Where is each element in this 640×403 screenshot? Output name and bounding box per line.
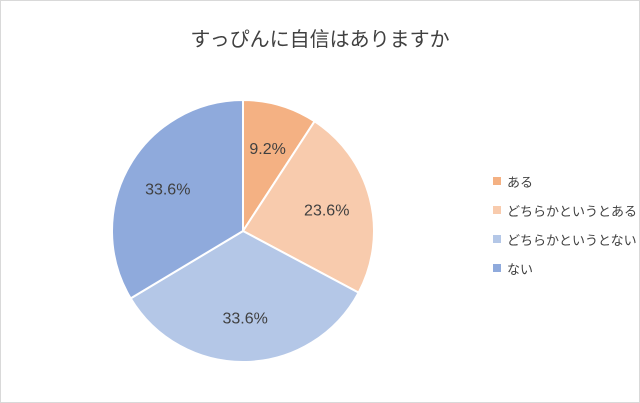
legend-label: どちらかというとある xyxy=(507,204,638,220)
legend-item-4: ない xyxy=(493,261,637,278)
legend-swatch xyxy=(493,235,501,243)
chart-title: すっぴんに自信はありますか xyxy=(190,27,450,51)
legend-label: ない xyxy=(507,262,534,278)
pie-slice-4 xyxy=(111,98,244,300)
legend-item-3: どちらかというとない xyxy=(493,232,637,249)
legend-swatch xyxy=(493,206,501,214)
data-label-3: 33.6% xyxy=(222,310,267,327)
pie-slice-2 xyxy=(241,119,375,295)
data-label-2: 23.6% xyxy=(304,202,349,219)
data-label-1: 9.2% xyxy=(249,141,285,158)
legend-item-1: ある xyxy=(493,174,637,191)
data-label-4: 33.6% xyxy=(145,181,190,198)
pie-slice-3 xyxy=(129,229,360,363)
legend: あるどちらかというとある どちらかというとない ない xyxy=(493,174,637,290)
legend-swatch xyxy=(493,177,501,185)
legend-item-2: どちらかというとある xyxy=(493,203,638,220)
legend-label: ある xyxy=(507,175,534,191)
legend-label: どちらかというとない xyxy=(507,233,637,249)
legend-swatch xyxy=(493,264,501,272)
